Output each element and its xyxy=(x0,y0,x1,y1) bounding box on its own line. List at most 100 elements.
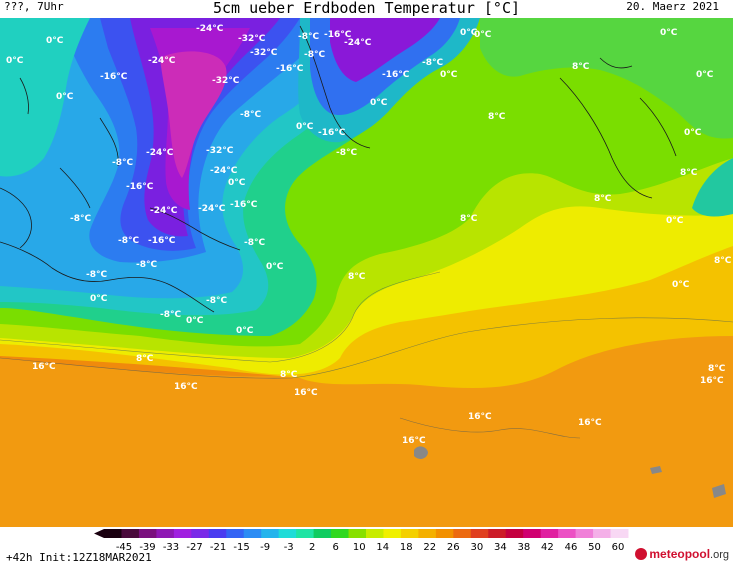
color-scale-tick-label: 14 xyxy=(376,542,389,551)
temperature-label: 16°C xyxy=(468,412,492,422)
logo-tld: .org xyxy=(710,549,729,561)
temperature-label: -8°C xyxy=(112,158,133,168)
coastline-fjord xyxy=(639,97,677,157)
temperature-label: -8°C xyxy=(336,148,357,158)
temperature-map: 0°C -24°C -32°C -8°C -24°C -32°C -16°C 0°C 0°C -2… xyxy=(0,18,733,527)
island-south xyxy=(414,446,428,459)
temperature-label: -8°C xyxy=(118,236,139,246)
color-scale-tick-label: -3 xyxy=(284,542,294,551)
color-scale-swatch xyxy=(331,529,350,538)
color-scale-tick-label: -33 xyxy=(163,542,179,551)
temperature-label: 0°C xyxy=(370,98,388,108)
color-scale-swatch xyxy=(243,529,262,538)
color-scale-tick-label: 34 xyxy=(494,542,507,551)
temperature-label: -8°C xyxy=(86,270,107,280)
temperature-label: -32°C xyxy=(212,76,240,86)
color-scale-swatch xyxy=(191,529,210,538)
temperature-label: -16°C xyxy=(324,30,352,40)
color-scale-swatch xyxy=(575,529,594,538)
color-scale-tick-label: -27 xyxy=(186,542,202,551)
temperature-label: -8°C xyxy=(160,310,181,320)
temperature-label: -24°C xyxy=(148,56,176,66)
color-scale-swatch xyxy=(208,529,227,538)
color-scale: -45 -39 -33 -27 -21 -15 -9 -3 2 6 10 14 18 22 26 30 34 38… xyxy=(94,529,629,553)
forecast-date: 20. Maerz 2021 xyxy=(626,0,719,13)
color-scale-tick-label: 22 xyxy=(423,542,436,551)
temperature-label: 16°C xyxy=(700,376,724,386)
color-scale-tick-label: -45 xyxy=(116,542,132,551)
color-scale-swatch xyxy=(366,529,384,538)
temperature-label: -8°C xyxy=(70,214,91,224)
run-info: +42h Init:12Z18MAR2021 xyxy=(6,551,152,564)
color-scale-tick-label: 42 xyxy=(541,542,554,551)
color-scale-tick-label: -15 xyxy=(233,542,249,551)
temperature-label: 0°C xyxy=(672,280,690,290)
temperature-label: -16°C xyxy=(318,128,346,138)
color-scale-swatch xyxy=(400,529,419,538)
color-scale-tick-label: 26 xyxy=(447,542,460,551)
temperature-label: 0°C xyxy=(56,92,74,102)
temperature-label: -8°C xyxy=(422,58,443,68)
temperature-label: -24°C xyxy=(146,148,174,158)
temperature-label: 0°C xyxy=(684,128,702,138)
logo-icon xyxy=(635,548,648,560)
temperature-label: -8°C xyxy=(244,238,265,248)
zone-north-very-cold xyxy=(330,18,440,82)
island-east xyxy=(712,484,726,498)
temperature-label: 8°C xyxy=(280,370,298,380)
temperature-label: 0°C xyxy=(296,122,314,132)
color-scale-swatch xyxy=(558,529,577,538)
color-scale-swatch xyxy=(523,529,542,538)
coastline-south-shore xyxy=(0,241,215,313)
coastline-mid-fjord xyxy=(99,117,119,167)
temperature-label: 0°C xyxy=(186,316,204,326)
temperature-label: -8°C xyxy=(304,50,325,60)
temperature-label: 0°C xyxy=(460,28,478,38)
color-scale-swatch xyxy=(296,529,315,538)
temperature-label: 0°C xyxy=(236,326,254,336)
zone-minus40 xyxy=(160,51,227,178)
color-scale-swatch xyxy=(278,529,297,538)
isolines xyxy=(0,271,733,439)
temperature-label: -16°C xyxy=(230,200,258,210)
color-scale-swatch xyxy=(540,529,559,538)
temperature-label: -16°C xyxy=(276,64,304,74)
temperature-label: -24°C xyxy=(150,206,178,216)
logo-brand: meteopool xyxy=(649,547,711,561)
coastlines xyxy=(0,25,677,313)
temperature-label: 8°C xyxy=(488,112,506,122)
brand-logo[interactable]: meteopool.org xyxy=(635,547,729,561)
temperature-label: 8°C xyxy=(460,214,478,224)
color-scale-swatch xyxy=(226,529,245,538)
isoline-south xyxy=(399,417,581,439)
color-scale-swatch xyxy=(470,529,489,538)
temperature-label: 0°C xyxy=(696,70,714,80)
coastline-southwest-fjord xyxy=(59,167,91,209)
color-scale-tick-label: -21 xyxy=(210,542,226,551)
temperature-label: 8°C xyxy=(680,168,698,178)
temperature-label: -32°C xyxy=(206,146,234,156)
islands xyxy=(414,446,726,498)
temperature-label: 16°C xyxy=(294,388,318,398)
isoline-16c xyxy=(0,317,733,379)
color-scale-ticks: -45 -39 -33 -27 -21 -15 -9 -3 2 6 10 14 18 22 26 30 34 38… xyxy=(116,542,625,553)
color-scale-tick-label: 46 xyxy=(565,542,578,551)
temperature-label: 0°C xyxy=(90,294,108,304)
color-scale-tick-label: 38 xyxy=(518,542,531,551)
color-scale-swatch xyxy=(348,529,367,538)
temperature-label: -16°C xyxy=(148,236,176,246)
color-scale-swatch xyxy=(593,529,612,538)
temperature-label: -8°C xyxy=(298,32,319,42)
temperature-label: 8°C xyxy=(572,62,590,72)
color-scale-swatch xyxy=(505,529,524,538)
temperature-label: -32°C xyxy=(238,34,266,44)
temperature-label: 0°C xyxy=(660,28,678,38)
island-southeast xyxy=(650,466,662,474)
color-scale-tick-label: 18 xyxy=(400,542,413,551)
temperature-label: 0°C xyxy=(266,262,284,272)
color-scale-bar xyxy=(94,529,629,538)
color-scale-swatch xyxy=(313,529,332,538)
color-scale-tick-label: 10 xyxy=(353,542,366,551)
temperature-label: -16°C xyxy=(126,182,154,192)
